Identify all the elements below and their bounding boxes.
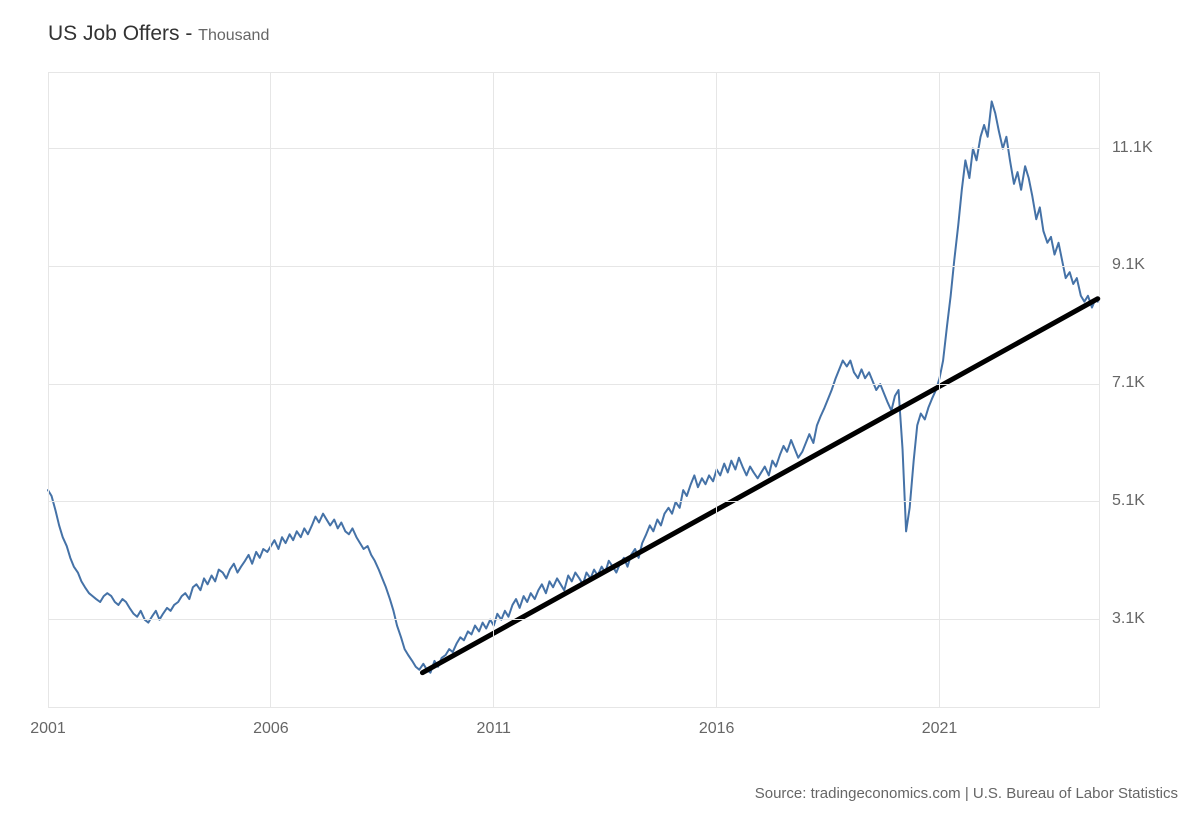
gridline-v xyxy=(716,72,717,708)
gridline-v xyxy=(48,72,49,708)
x-tick-label: 2021 xyxy=(922,720,958,738)
x-tick-label: 2011 xyxy=(477,720,511,738)
x-tick-label: 2006 xyxy=(253,720,289,738)
gridline-v xyxy=(270,72,271,708)
y-tick-label: 9.1K xyxy=(1112,256,1145,274)
y-tick-label: 7.1K xyxy=(1112,374,1145,392)
gridline-h xyxy=(48,384,1100,385)
gridline-v xyxy=(939,72,940,708)
x-tick-label: 2016 xyxy=(699,720,735,738)
chart-container: { "title": { "main": "US Job Offers", "s… xyxy=(0,0,1200,820)
trend-line xyxy=(422,299,1097,673)
y-tick-label: 3.1K xyxy=(1112,610,1145,628)
y-tick-label: 5.1K xyxy=(1112,492,1145,510)
source-attribution: Source: tradingeconomics.com | U.S. Bure… xyxy=(755,785,1178,802)
gridline-h xyxy=(48,619,1100,620)
y-tick-label: 11.1K xyxy=(1112,139,1153,157)
gridline-h xyxy=(48,266,1100,267)
x-tick-label: 2001 xyxy=(30,720,66,738)
gridline-v xyxy=(493,72,494,708)
gridline-h xyxy=(48,501,1100,502)
gridline-h xyxy=(48,148,1100,149)
chart-svg xyxy=(0,0,1200,820)
